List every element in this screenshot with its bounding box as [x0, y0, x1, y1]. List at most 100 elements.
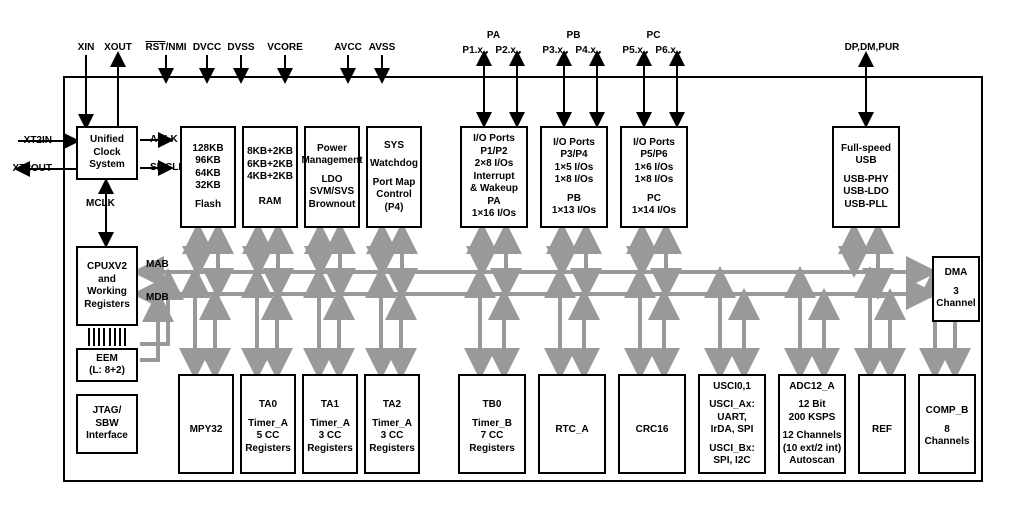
block-line: Interrupt: [473, 171, 514, 184]
block-line: 5 CC: [257, 430, 280, 443]
block-line: USCI_Bx:: [709, 443, 755, 456]
block-line: 128KB: [192, 143, 223, 156]
block-ta1: TA1Timer_A3 CCRegisters: [302, 374, 358, 474]
xt2in-label: XT2IN: [2, 135, 52, 146]
block-line: 3 Channel: [936, 286, 976, 311]
block-line: Flash: [195, 199, 221, 212]
block-line: SYS: [384, 140, 404, 153]
pin-slash: [592, 54, 602, 64]
mdb-label: MDB: [146, 292, 169, 303]
block-line: 6KB+2KB: [247, 159, 293, 172]
block-line: 7 CC: [481, 430, 504, 443]
block-line: I/O Ports: [633, 137, 675, 150]
mab-label: MAB: [146, 259, 169, 270]
pin-slash: [512, 54, 522, 64]
block-line: SBW: [95, 418, 118, 431]
block-line: EEM: [96, 353, 118, 366]
pin-label: XOUT: [94, 42, 142, 53]
xt2out-label: XT2OUT: [0, 163, 52, 174]
block-eem: EEM(L: 8+2): [76, 348, 138, 382]
block-line: 96KB: [195, 155, 221, 168]
block-pm: PowerManagementLDOSVM/SVSBrownout: [304, 126, 360, 228]
block-line: I/O Ports: [473, 133, 515, 146]
block-line: Timer_A: [310, 418, 350, 431]
block-line: P1/P2: [480, 146, 507, 159]
block-line: 1×8 I/Os: [555, 174, 594, 187]
block-pc: I/O PortsP5/P61×6 I/Os1×8 I/OsPC1×14 I/O…: [620, 126, 688, 228]
block-line: Management: [301, 155, 362, 168]
block-line: TA0: [259, 399, 277, 412]
block-line: DMA: [945, 267, 968, 280]
block-line: Unified: [90, 134, 124, 147]
block-adc: ADC12_A12 Bit200 KSPS12 Channels(10 ext/…: [778, 374, 846, 474]
block-line: Power: [317, 143, 347, 156]
block-line: Working: [87, 286, 127, 299]
block-line: 64KB: [195, 168, 221, 181]
block-line: USB-PLL: [844, 199, 887, 212]
mclk-label: MCLK: [86, 198, 115, 209]
block-line: Registers: [469, 443, 515, 456]
block-ta0: TA0 Timer_A5 CCRegisters: [240, 374, 296, 474]
block-line: 1×6 I/Os: [635, 162, 674, 175]
block-line: 1×16 I/Os: [472, 208, 516, 221]
block-line: TA1: [321, 399, 339, 412]
block-tb0: TB0 Timer_B7 CCRegisters: [458, 374, 526, 474]
block-line: SVM/SVS: [310, 186, 354, 199]
block-line: UART,: [717, 412, 746, 425]
block-line: USCI0,1: [713, 381, 751, 394]
block-line: 32KB: [195, 180, 221, 193]
block-line: Registers: [245, 443, 291, 456]
block-line: MPY32: [190, 424, 223, 437]
pin-label: DVSS: [217, 42, 265, 53]
block-line: TB0: [483, 399, 502, 412]
block-line: COMP_B: [926, 405, 969, 418]
block-line: USB-LDO: [843, 186, 889, 199]
eem-strip: [88, 328, 126, 346]
block-line: 4KB+2KB: [247, 171, 293, 184]
block-usb: Full-speedUSBUSB-PHYUSB-LDOUSB-PLL: [832, 126, 900, 228]
block-line: (10 ext/2 int): [783, 443, 841, 456]
block-line: RAM: [259, 196, 282, 209]
block-line: & Wakeup: [470, 183, 518, 196]
block-line: Control: [376, 189, 412, 202]
block-dma: DMA 3 Channel: [932, 256, 980, 322]
block-cpu: CPUXV2andWorkingRegisters: [76, 246, 138, 326]
block-line: USB-PHY: [843, 174, 888, 187]
block-line: P3/P4: [560, 149, 587, 162]
block-ram: 8KB+2KB6KB+2KB4KB+2KBRAM: [242, 126, 298, 228]
block-line: Registers: [369, 443, 415, 456]
pin-label: VCORE: [261, 42, 309, 53]
block-ta2: TA2Timer_A3 CCRegisters: [364, 374, 420, 474]
block-line: 8 Channels: [922, 424, 972, 449]
block-line: Clock: [93, 147, 120, 160]
block-line: REF: [872, 424, 892, 437]
block-sys: SYSWatchdogPort MapControl(P4): [366, 126, 422, 228]
block-ref: REF: [858, 374, 906, 474]
block-line: Timer_A: [248, 418, 288, 431]
port-group-label: PC: [640, 30, 668, 41]
block-flash: 128KB96KB64KB32KB Flash: [180, 126, 236, 228]
block-pb: I/O PortsP3/P41×5 I/Os1×8 I/OsPB1×13 I/O…: [540, 126, 608, 228]
usb-pin-label: DP,DM,PUR: [832, 42, 912, 53]
port-group-label: PA: [480, 30, 508, 41]
block-line: Timer_B: [472, 418, 512, 431]
block-line: (L: 8+2): [89, 365, 125, 378]
block-line: 1×5 I/Os: [555, 162, 594, 175]
block-line: 1×14 I/Os: [632, 205, 676, 218]
block-line: ADC12_A: [789, 381, 835, 394]
block-line: Watchdog: [370, 158, 418, 171]
block-line: P5/P6: [640, 149, 667, 162]
block-line: 3 CC: [319, 430, 342, 443]
block-line: Port Map: [373, 177, 416, 190]
block-line: CPUXV2: [87, 261, 127, 274]
block-line: 12 Channels: [783, 430, 842, 443]
block-rtc: RTC_A: [538, 374, 606, 474]
block-line: PA: [487, 196, 500, 209]
block-mpy: MPY32: [178, 374, 234, 474]
block-line: SPI, I2C: [713, 455, 750, 468]
block-line: 1×8 I/Os: [635, 174, 674, 187]
block-line: IrDA, SPI: [711, 424, 754, 437]
block-line: 2×8 I/Os: [475, 158, 514, 171]
block-pa: I/O PortsP1/P22×8 I/OsInterrupt& WakeupP…: [460, 126, 528, 228]
block-line: 1×13 I/Os: [552, 205, 596, 218]
